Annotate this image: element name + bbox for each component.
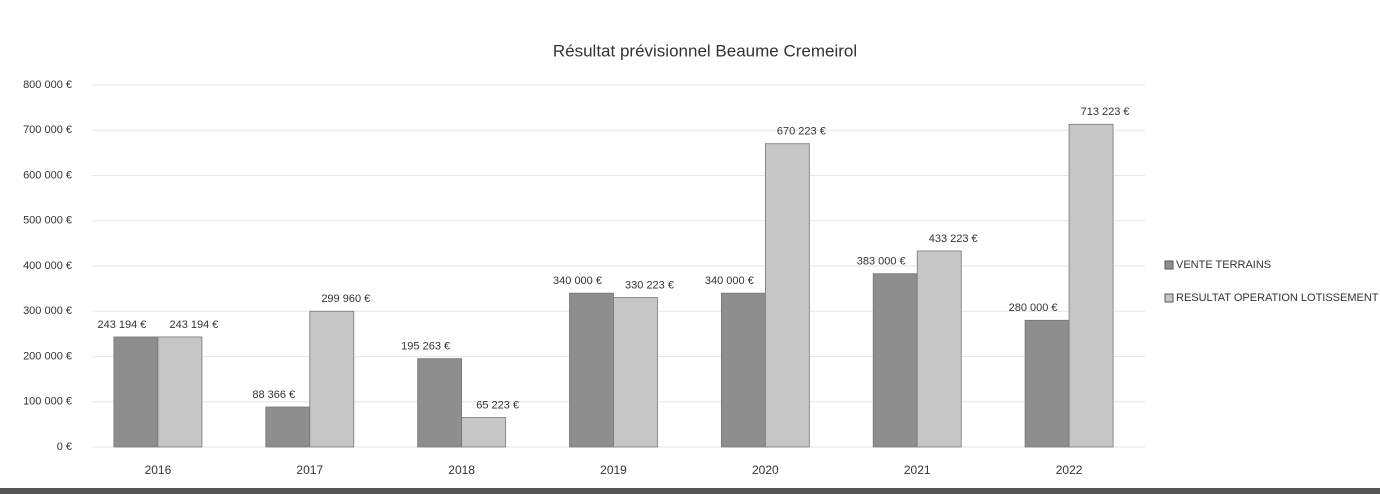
bar [309, 310, 355, 448]
y-tick-label: 600 000 € [23, 169, 72, 181]
bottom-border [0, 488, 1380, 494]
y-tick-label: 700 000 € [23, 124, 72, 136]
bar [1024, 319, 1070, 448]
y-tick-label: 400 000 € [23, 260, 72, 272]
x-tick-label: 2021 [904, 463, 931, 477]
data-label: 670 223 € [777, 126, 826, 138]
bar [461, 417, 507, 448]
data-label: 330 223 € [625, 279, 674, 291]
data-label: 243 194 € [97, 319, 146, 331]
data-label: 340 000 € [705, 275, 754, 287]
x-tick-label: 2017 [296, 463, 323, 477]
bar [569, 292, 614, 448]
bar [1068, 123, 1114, 448]
bar [764, 143, 810, 448]
bar [417, 358, 463, 448]
data-label: 433 223 € [929, 233, 978, 245]
x-tick-label: 2019 [600, 463, 627, 477]
data-label: 299 960 € [321, 293, 370, 305]
x-tick-label: 2020 [752, 463, 779, 477]
y-tick-label: 800 000 € [23, 79, 72, 91]
x-tick-label: 2022 [1056, 463, 1083, 477]
x-tick-label: 2016 [145, 463, 172, 477]
data-label: 713 223 € [1081, 106, 1130, 118]
chart-title: Résultat prévisionnel Beaume Cremeirol [553, 41, 857, 60]
bar [613, 297, 658, 448]
bar [265, 406, 311, 448]
data-label: 383 000 € [857, 256, 906, 268]
bar [113, 336, 159, 448]
legend-swatch [1164, 293, 1174, 303]
y-tick-label: 500 000 € [23, 215, 72, 227]
y-tick-label: 100 000 € [23, 396, 72, 408]
data-label: 88 366 € [252, 389, 295, 401]
data-label: 243 194 € [169, 319, 218, 331]
data-label: 195 263 € [401, 341, 450, 353]
bar [720, 292, 766, 448]
x-tick-label: 2018 [448, 463, 475, 477]
bar [157, 336, 203, 448]
bar [916, 250, 962, 448]
y-tick-label: 0 € [57, 441, 72, 453]
legend-label: VENTE TERRAINS [1176, 259, 1271, 271]
data-label: 340 000 € [553, 275, 602, 287]
y-tick-label: 300 000 € [23, 305, 72, 317]
legend-swatch [1164, 260, 1174, 270]
data-label: 65 223 € [476, 399, 519, 411]
data-label: 280 000 € [1009, 302, 1058, 314]
bar [872, 273, 918, 448]
legend-label: RESULTAT OPERATION LOTISSEMENT [1176, 292, 1379, 304]
y-tick-label: 200 000 € [23, 350, 72, 362]
